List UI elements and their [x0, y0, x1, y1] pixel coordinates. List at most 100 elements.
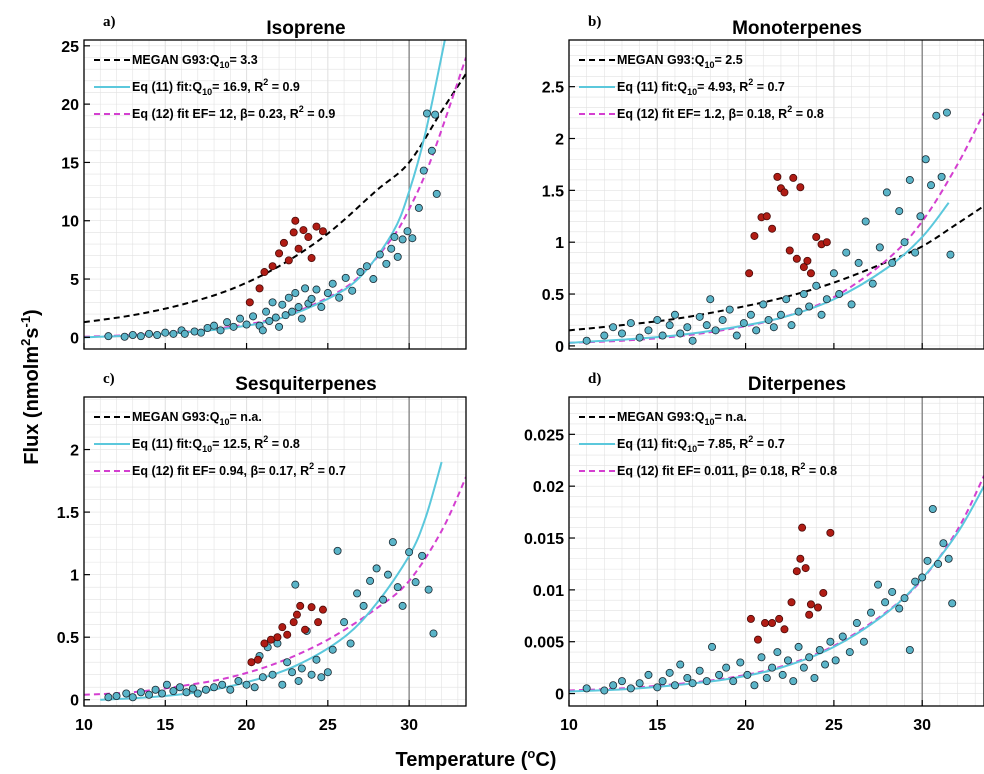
highlight-point — [289, 618, 298, 627]
highlight-point — [291, 216, 300, 225]
data-point — [944, 554, 953, 563]
highlight-point — [787, 598, 796, 607]
y-tick-label: 0 — [555, 687, 564, 704]
data-point — [617, 329, 626, 338]
data-point — [275, 322, 284, 331]
y-axis-label: Flux (nmolm2s-1) — [18, 309, 43, 464]
data-point — [333, 546, 342, 555]
axes-frame — [568, 39, 984, 350]
y-tick-label: 0 — [555, 339, 564, 356]
data-point — [175, 683, 184, 692]
data-point — [229, 322, 238, 331]
highlight-point — [294, 244, 303, 253]
legend-text: 10 — [202, 87, 212, 97]
data-point — [294, 676, 303, 685]
panel-d-title: Diterpenes — [748, 374, 846, 395]
panel-d-plot: 10 15 20 25 30 0 0.005 0.01 0.015 0.02 0.025 MEGAN … — [524, 396, 984, 734]
data-point — [348, 286, 357, 295]
legend-text: 10 — [705, 60, 715, 70]
x-tick-label: 15 — [156, 717, 174, 734]
legend-entry-eq12: Eq (12) fit EF= 0.011, β= 0.18, R2 = 0.8 — [617, 461, 837, 478]
data-point — [821, 660, 830, 669]
observations — [582, 108, 955, 345]
observations — [104, 109, 441, 341]
data-point — [831, 656, 840, 665]
data-point — [783, 656, 792, 665]
data-point — [218, 680, 227, 689]
x-tick-label: 30 — [400, 717, 418, 734]
data-point — [136, 332, 145, 341]
data-point — [197, 328, 206, 337]
data-point — [764, 315, 773, 324]
data-point — [882, 188, 891, 197]
legend-text: 2 — [309, 461, 314, 471]
legend-text: 2 — [263, 77, 268, 87]
data-point — [422, 109, 431, 118]
data-point — [835, 290, 844, 299]
data-point — [937, 172, 946, 181]
data-point — [418, 551, 427, 560]
highlight-point — [762, 212, 771, 221]
legend: MEGAN G93:Q10= n.a.Eq (11) fit:Q10= 7.85… — [579, 410, 837, 478]
highlight-point — [275, 249, 284, 258]
data-point — [888, 258, 897, 267]
data-point — [353, 589, 362, 598]
data-point — [757, 653, 766, 662]
legend: MEGAN G93:Q10= 2.5Eq (11) fit:Q10= 4.93,… — [579, 53, 824, 121]
data-point — [600, 686, 609, 695]
panel-c-title: Sesquiterpenes — [235, 374, 377, 395]
data-point — [778, 670, 787, 679]
data-point — [762, 674, 771, 683]
highlight-point — [801, 564, 810, 573]
data-point — [794, 307, 803, 316]
legend-entry-eq12: Eq (12) fit EF= 0.94, β= 0.17, R2 = 0.7 — [132, 461, 346, 478]
highlight-point — [312, 222, 321, 231]
data-point — [932, 111, 941, 120]
data-point — [158, 689, 167, 698]
highlight-point — [805, 610, 814, 619]
data-point — [626, 684, 635, 693]
data-point — [670, 310, 679, 319]
data-point — [739, 319, 748, 328]
highlight-point — [304, 233, 313, 242]
legend-text: = n.a. — [230, 410, 262, 424]
legend-text: 10 — [220, 60, 230, 70]
highlight-point — [746, 614, 755, 623]
data-point — [356, 268, 365, 277]
data-point — [928, 504, 937, 513]
data-point — [341, 273, 350, 282]
legend-text: 2 — [787, 104, 792, 114]
data-point — [658, 677, 667, 686]
data-point — [122, 689, 131, 698]
data-point — [874, 580, 883, 589]
y-tick-label: 1 — [70, 568, 79, 585]
data-point — [815, 646, 824, 655]
data-point — [769, 323, 778, 332]
data-point — [432, 189, 441, 198]
legend-text: Eq (11) fit:Q — [132, 437, 202, 451]
legend-text: Eq (12) fit EF= 12, β= 0.23, R — [132, 107, 299, 121]
legend-text: = 2.5 — [715, 53, 743, 67]
data-point — [895, 207, 904, 216]
legend-text: = 3.3 — [230, 53, 258, 67]
data-point — [424, 585, 433, 594]
panel-d: d) Diterpenes 10 15 20 25 30 0 0.005 0.01 0.015 0… — [524, 371, 984, 734]
x-tick-label: 25 — [319, 717, 337, 734]
highlight-point — [780, 188, 789, 197]
legend-text: MEGAN G93:Q — [132, 53, 220, 67]
highlight-point — [318, 605, 327, 614]
highlight-point — [789, 173, 798, 182]
data-point — [387, 244, 396, 253]
data-point — [210, 321, 219, 330]
data-point — [372, 564, 381, 573]
data-point — [288, 668, 297, 677]
highlight-point — [301, 625, 310, 634]
data-point — [665, 668, 674, 677]
data-point — [725, 305, 734, 314]
highlight-point — [803, 256, 812, 265]
legend-text: = 0.8 — [792, 107, 824, 121]
highlight-point — [775, 614, 784, 623]
data-point — [104, 332, 113, 341]
highlight-point — [806, 600, 815, 609]
data-point — [383, 570, 392, 579]
